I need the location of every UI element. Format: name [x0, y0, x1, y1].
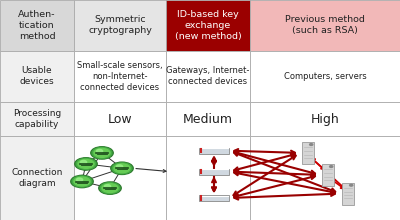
Bar — [74, 51, 166, 102]
Bar — [250, 102, 400, 136]
Text: Usable
devices: Usable devices — [20, 66, 54, 86]
Bar — [302, 142, 314, 164]
Bar — [74, 136, 166, 220]
Bar — [250, 51, 400, 102]
Text: Small-scale sensors,
non-Internet-
connected devices: Small-scale sensors, non-Internet- conne… — [77, 61, 163, 92]
Circle shape — [92, 147, 112, 158]
Text: Previous method
(such as RSA): Previous method (such as RSA) — [285, 15, 365, 35]
Text: High: High — [311, 113, 339, 126]
Bar — [166, 0, 250, 51]
Circle shape — [99, 182, 121, 194]
Bar — [74, 0, 166, 51]
Circle shape — [96, 149, 103, 153]
Bar — [166, 51, 250, 102]
Text: Processing
capability: Processing capability — [13, 109, 61, 129]
Text: Authen-
tication
method: Authen- tication method — [18, 10, 56, 41]
Circle shape — [350, 184, 353, 186]
Bar — [342, 183, 354, 205]
Text: Connection
diagram: Connection diagram — [11, 168, 63, 188]
Circle shape — [78, 160, 94, 168]
Bar — [166, 102, 250, 136]
Text: Symmetric
cryptography: Symmetric cryptography — [88, 15, 152, 35]
Circle shape — [330, 166, 333, 167]
Bar — [250, 136, 400, 220]
Bar — [250, 0, 400, 51]
Circle shape — [75, 158, 97, 170]
Bar — [0, 102, 74, 136]
Text: ID-based key
exchange
(new method): ID-based key exchange (new method) — [175, 10, 241, 41]
Text: Computers, servers: Computers, servers — [284, 72, 366, 81]
Bar — [199, 169, 229, 175]
Bar — [0, 136, 74, 220]
Circle shape — [74, 177, 90, 186]
Bar — [74, 102, 166, 136]
Circle shape — [104, 185, 111, 188]
Circle shape — [114, 164, 130, 173]
Circle shape — [310, 144, 313, 145]
Circle shape — [111, 162, 133, 174]
Bar — [199, 195, 229, 201]
Circle shape — [94, 148, 110, 157]
Text: Gateways, Internet-
connected devices: Gateways, Internet- connected devices — [166, 66, 250, 86]
Bar — [0, 51, 74, 102]
Bar — [199, 148, 229, 154]
Circle shape — [102, 184, 118, 192]
Circle shape — [71, 175, 93, 188]
Bar — [0, 0, 74, 51]
Circle shape — [76, 178, 83, 182]
Bar — [166, 136, 250, 220]
Circle shape — [76, 158, 96, 169]
Circle shape — [116, 165, 123, 168]
Text: Low: Low — [108, 113, 132, 126]
Circle shape — [112, 163, 132, 174]
Bar — [322, 164, 334, 186]
Text: Medium: Medium — [183, 113, 233, 126]
Circle shape — [100, 183, 120, 194]
Circle shape — [80, 160, 87, 164]
Circle shape — [72, 176, 92, 187]
Circle shape — [91, 147, 113, 159]
